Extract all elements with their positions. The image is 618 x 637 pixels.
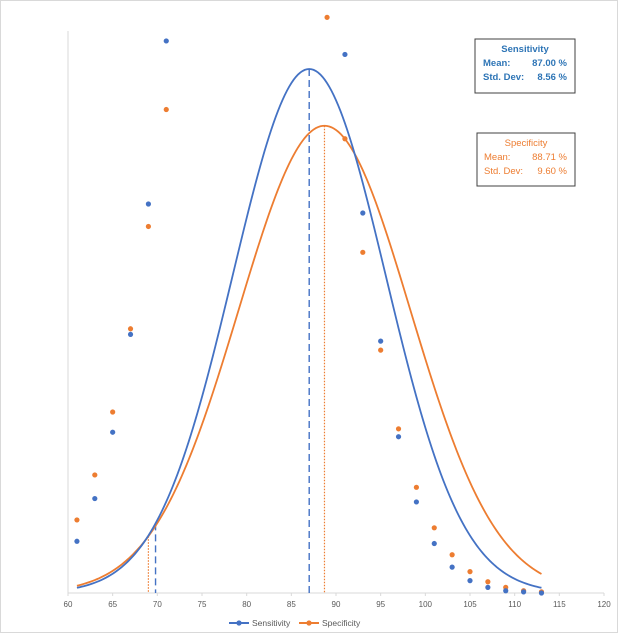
specificity-point — [324, 14, 330, 20]
reference-lines — [147, 69, 326, 593]
legend-sensitivity-label: Sensitivity — [252, 618, 291, 628]
sensitivity-point — [395, 434, 402, 440]
specificity-point — [467, 569, 473, 575]
legend-specificity-marker — [306, 620, 312, 626]
specificity-point — [395, 426, 402, 432]
specificity-point — [342, 136, 348, 142]
specificity-point — [360, 249, 366, 255]
specificity-point — [163, 106, 169, 113]
legend-item-sensitivity: Sensitivity — [229, 618, 291, 628]
specificity-point — [431, 525, 437, 531]
sensitivity-point — [163, 38, 169, 44]
x-tick-label: 100 — [419, 600, 433, 609]
sensitivity-point — [467, 578, 473, 584]
sensitivity-point — [503, 588, 509, 594]
sensitivity-stats-title: Sensitivity — [501, 44, 549, 55]
specificity-stats-title: Specificity — [505, 138, 548, 149]
specificity-stats-box-border — [476, 132, 576, 187]
sensitivity-stats-box: Sensitivity Mean: 87.00 % Std. Dev: 8.56… — [474, 38, 576, 94]
sensitivity-point — [110, 429, 116, 435]
sensitivity-point — [145, 201, 151, 207]
sensitivity-point — [521, 589, 527, 595]
x-tick-label: 85 — [287, 600, 296, 609]
sensitivity-mean-label: Mean: — [483, 58, 510, 69]
x-tick-label: 70 — [153, 600, 162, 609]
plot-area — [67, 31, 604, 594]
x-tick-label: 120 — [597, 600, 611, 609]
legend-sensitivity-marker — [236, 620, 242, 626]
sensitivity-mean-value: 87.00 % — [532, 58, 567, 69]
sensitivity-sd-label: Std. Dev: — [483, 72, 524, 83]
sensitivity-point — [342, 51, 348, 58]
legend: Sensitivity Specificity — [229, 618, 361, 628]
sensitivity-point — [485, 584, 491, 590]
specificity-point — [378, 347, 384, 353]
x-tick-label: 80 — [242, 600, 251, 609]
specificity-mean-label: Mean: — [484, 152, 510, 163]
sensitivity-sd-value: 8.56 % — [537, 72, 567, 83]
sensitivity-point — [360, 210, 366, 216]
specificity-point — [110, 409, 116, 415]
sensitivity-point — [378, 338, 384, 344]
sensitivity-point — [74, 538, 80, 544]
legend-item-specificity: Specificity — [299, 618, 361, 628]
sensitivity-point — [431, 540, 437, 547]
sensitivity-stats-box-border — [474, 38, 576, 94]
x-tick-label: 90 — [332, 600, 341, 609]
specificity-point — [145, 223, 151, 230]
specificity-sd-value: 9.60 % — [537, 166, 567, 177]
x-tick-label: 75 — [198, 600, 207, 609]
x-tick-label: 95 — [376, 600, 385, 609]
specificity-stats-box: Specificity Mean: 88.71 % Std. Dev: 9.60… — [476, 132, 576, 187]
specificity-point — [449, 552, 455, 558]
specificity-point — [485, 579, 491, 585]
sensitivity-point — [538, 590, 545, 596]
specificity-point — [127, 326, 134, 332]
sensitivity-point — [92, 495, 98, 502]
sensitivity-point — [449, 564, 455, 570]
specificity-curve — [76, 124, 542, 587]
specificity-series — [74, 14, 545, 595]
sensitivity-series — [74, 38, 545, 596]
sensitivity-point — [413, 499, 419, 505]
x-tick-label: 65 — [108, 600, 117, 609]
specificity-point — [92, 472, 98, 478]
x-tick-label: 60 — [64, 600, 73, 609]
specificity-sd-label: Std. Dev: — [484, 166, 523, 177]
specificity-point — [74, 517, 80, 523]
x-tick-label: 115 — [553, 600, 566, 609]
sensitivity-curve — [76, 68, 542, 589]
specificity-mean-value: 88.71 % — [532, 152, 567, 163]
x-tick-label: 110 — [508, 600, 521, 609]
x-tick-label: 105 — [463, 600, 477, 609]
x-ticks: 60 65 70 75 80 85 90 95 100 105 110 115 120 — [64, 593, 611, 609]
series-layer — [74, 14, 545, 596]
specificity-point — [413, 484, 419, 490]
sensitivity-point — [127, 331, 134, 338]
legend-specificity-label: Specificity — [322, 618, 361, 628]
